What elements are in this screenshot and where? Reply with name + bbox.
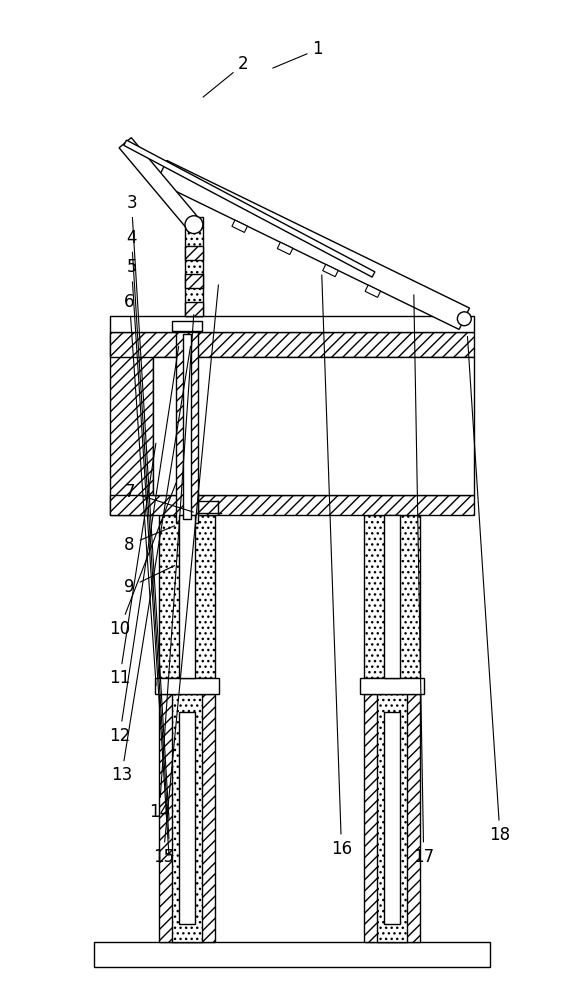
Text: 3: 3 [126,194,169,819]
Bar [377,694,407,942]
Text: 15: 15 [153,285,218,866]
Bar [110,495,474,515]
Polygon shape [232,220,247,232]
Text: 1: 1 [273,40,323,68]
Bar [159,515,215,678]
Text: 17: 17 [413,295,434,866]
Polygon shape [365,285,380,297]
Polygon shape [119,138,200,230]
Bar [360,678,424,694]
Bar [384,515,400,678]
Text: 16: 16 [322,275,352,858]
Bar [364,694,420,942]
Bar [110,332,153,515]
Bar [110,332,474,357]
Text: 10: 10 [109,483,176,638]
Text: 7: 7 [124,483,193,512]
Polygon shape [277,242,293,255]
Bar [159,694,215,942]
Text: 13: 13 [111,346,190,784]
Polygon shape [156,160,470,329]
Bar [179,515,195,678]
Circle shape [457,312,471,326]
Bar [185,246,203,260]
Text: 11: 11 [109,443,156,687]
Text: 6: 6 [124,293,156,685]
Bar [185,217,203,316]
Bar [110,316,474,332]
Bar [94,942,490,967]
Polygon shape [323,264,338,277]
Bar [153,357,474,495]
Bar [179,712,195,924]
Text: 8: 8 [124,526,174,554]
Text: 12: 12 [109,346,179,745]
Text: 9: 9 [124,566,175,596]
Bar [384,712,400,924]
Text: 2: 2 [203,55,249,97]
Bar [172,321,202,331]
Circle shape [185,216,203,234]
Bar [172,694,202,942]
Polygon shape [124,140,375,277]
Bar [185,274,203,288]
Bar [185,302,203,316]
Text: 4: 4 [126,229,169,839]
Bar [364,515,420,678]
Bar [155,678,219,694]
Text: 14: 14 [149,315,194,821]
Bar [183,334,191,519]
Text: 5: 5 [126,258,169,856]
Bar [176,330,198,523]
Text: 18: 18 [467,336,511,844]
